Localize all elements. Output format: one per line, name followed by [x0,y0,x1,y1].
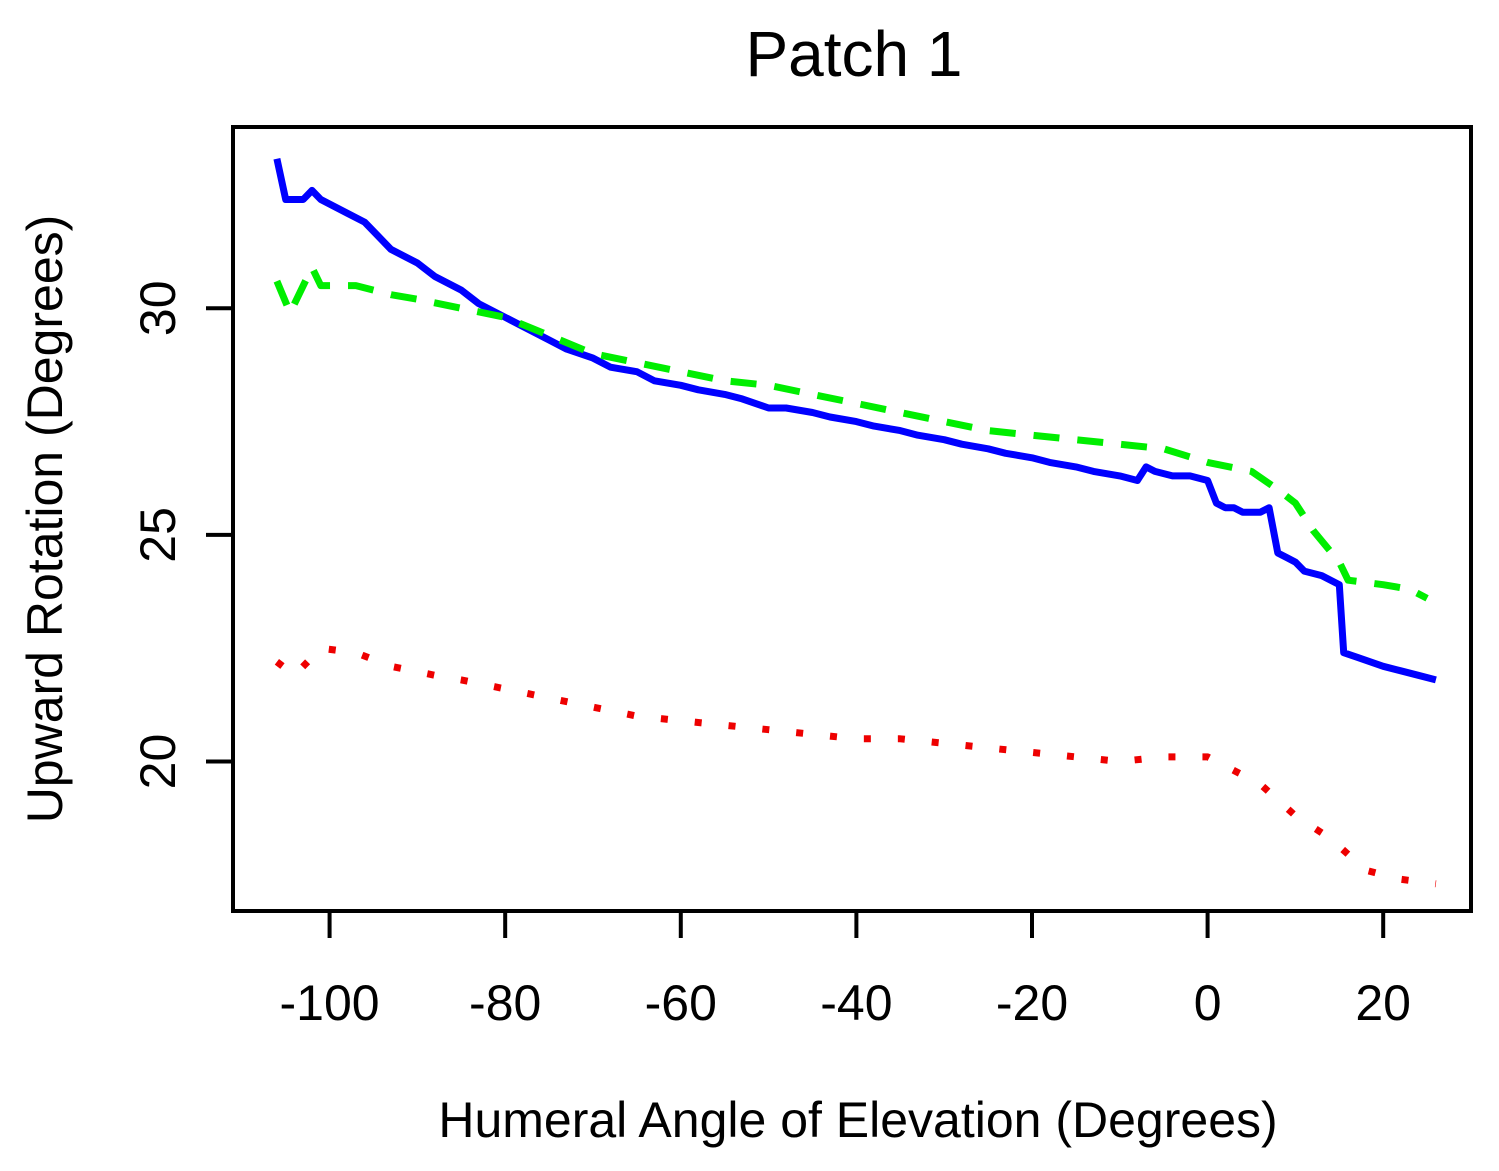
series-line-solid [273,157,1437,684]
x-tick-label: 0 [1194,975,1222,1031]
x-tick-label: -60 [645,975,717,1031]
y-axis: 20 25 30 [130,280,235,790]
x-tick-label: 20 [1355,975,1411,1031]
x-tick-label: -100 [280,975,380,1031]
chart-title: Patch 1 [745,18,962,90]
series-line-dashed [273,264,1429,602]
x-tick-label: -80 [469,975,541,1031]
x-tick-label: -20 [996,975,1068,1031]
series-layer [273,157,1437,888]
y-tick-label: 30 [130,280,186,336]
x-tick-label: -40 [820,975,892,1031]
series-line-dotted [274,644,1437,888]
x-axis-label: Humeral Angle of Elevation (Degrees) [438,1092,1277,1148]
plot-frame [231,125,1473,913]
y-tick-label: 25 [130,507,186,563]
y-axis-label: Upward Rotation (Degrees) [17,215,73,824]
x-axis: -100 -80 -60 -40 -20 0 20 [280,909,1411,1031]
y-tick-label: 20 [130,734,186,790]
